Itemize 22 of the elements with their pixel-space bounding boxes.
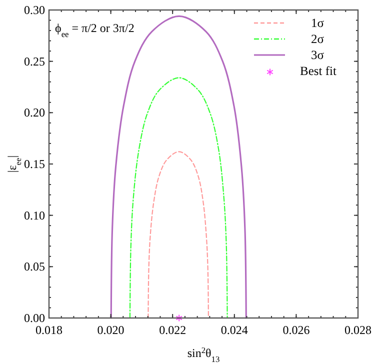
x-tick-label: 0.022 — [159, 323, 186, 337]
y-tick-label: 0.10 — [24, 208, 45, 222]
x-tick-label: 0.028 — [344, 323, 372, 337]
y-tick-label: 0.20 — [24, 106, 45, 120]
y-tick-label: 0.05 — [24, 260, 45, 274]
x-tick-label: 0.018 — [36, 323, 62, 337]
line-series — [129, 77, 228, 319]
legend-label: 1σ — [311, 16, 324, 30]
line-series — [148, 151, 209, 319]
x-tick-label: 0.020 — [97, 323, 124, 337]
y-tick-label: 0.25 — [24, 54, 45, 68]
legend-label: Best fit — [300, 64, 337, 78]
x-tick-label: 0.024 — [220, 323, 248, 337]
annotation: ϕ$_{ee}$ = π/2 or 3π/2 — [55, 21, 134, 38]
line-series — [110, 15, 247, 319]
x-tick-label: 0.026 — [282, 323, 310, 337]
y-tick-label: 0.00 — [24, 311, 45, 325]
legend-label: 3σ — [311, 48, 324, 62]
y-tick-label: 0.15 — [24, 157, 45, 171]
x-axis-title: sin$^{2}$θ$_{13}$ — [187, 346, 220, 364]
y-tick-label: 0.30 — [24, 3, 45, 17]
legend-label: 2σ — [311, 32, 324, 46]
